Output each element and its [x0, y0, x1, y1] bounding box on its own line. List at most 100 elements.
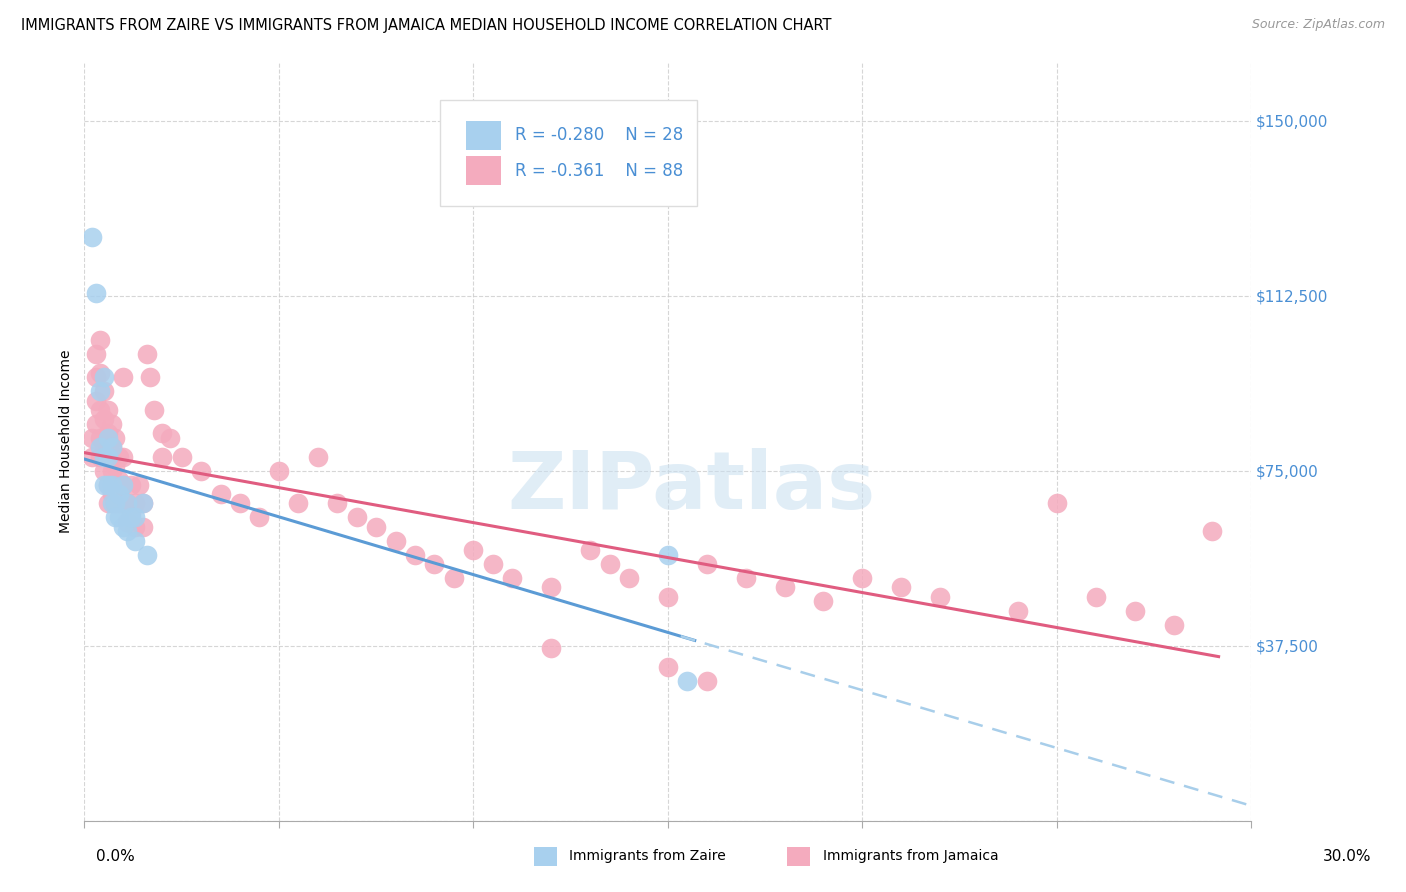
- Point: [89, 441, 111, 455]
- Point: [463, 543, 485, 558]
- Y-axis label: Median Household Income: Median Household Income: [59, 350, 73, 533]
- Point: [82, 431, 104, 445]
- Point: [100, 487, 122, 501]
- Text: 30.0%: 30.0%: [1323, 849, 1371, 863]
- Point: [734, 571, 756, 585]
- Point: [1084, 590, 1107, 604]
- Point: [89, 431, 111, 445]
- Point: [97, 477, 120, 491]
- Point: [128, 477, 150, 491]
- Point: [97, 450, 120, 464]
- Text: Immigrants from Jamaica: Immigrants from Jamaica: [823, 849, 998, 863]
- Point: [404, 548, 426, 562]
- Point: [773, 580, 796, 594]
- Point: [346, 510, 368, 524]
- Point: [657, 659, 679, 673]
- Point: [104, 477, 127, 491]
- Point: [97, 477, 120, 491]
- Point: [170, 450, 193, 464]
- Point: [104, 510, 127, 524]
- Point: [84, 347, 107, 361]
- Text: ZIPatlas: ZIPatlas: [508, 448, 876, 526]
- Point: [89, 333, 111, 347]
- Point: [97, 496, 120, 510]
- Point: [326, 496, 349, 510]
- Point: [676, 673, 699, 688]
- FancyBboxPatch shape: [465, 120, 501, 150]
- Point: [100, 417, 122, 431]
- Point: [287, 496, 309, 510]
- Point: [135, 347, 157, 361]
- Point: [93, 384, 115, 399]
- Point: [93, 477, 115, 491]
- Point: [851, 571, 873, 585]
- Point: [124, 510, 146, 524]
- Point: [93, 464, 115, 478]
- Point: [104, 458, 127, 473]
- Point: [93, 412, 115, 426]
- Point: [135, 548, 157, 562]
- Point: [97, 450, 120, 464]
- Point: [1046, 496, 1069, 510]
- Point: [443, 571, 465, 585]
- FancyBboxPatch shape: [465, 156, 501, 186]
- Point: [423, 557, 446, 571]
- Point: [104, 431, 127, 445]
- Point: [696, 557, 718, 571]
- Point: [97, 426, 120, 441]
- Point: [267, 464, 290, 478]
- Point: [108, 450, 131, 464]
- Point: [249, 510, 271, 524]
- Point: [97, 431, 120, 445]
- Text: Immigrants from Zaire: Immigrants from Zaire: [569, 849, 725, 863]
- Text: IMMIGRANTS FROM ZAIRE VS IMMIGRANTS FROM JAMAICA MEDIAN HOUSEHOLD INCOME CORRELA: IMMIGRANTS FROM ZAIRE VS IMMIGRANTS FROM…: [21, 18, 831, 33]
- Point: [1163, 617, 1185, 632]
- Text: R = -0.361    N = 88: R = -0.361 N = 88: [515, 161, 683, 180]
- Point: [82, 450, 104, 464]
- Point: [540, 580, 562, 594]
- Point: [97, 403, 120, 417]
- Point: [366, 519, 388, 533]
- Point: [696, 673, 718, 688]
- Point: [82, 230, 104, 244]
- Point: [115, 496, 138, 510]
- Point: [104, 496, 127, 510]
- Point: [307, 450, 329, 464]
- FancyBboxPatch shape: [440, 101, 697, 207]
- Point: [150, 450, 173, 464]
- Point: [115, 524, 138, 539]
- Point: [93, 370, 115, 384]
- Point: [143, 403, 166, 417]
- Point: [579, 543, 602, 558]
- Point: [657, 590, 679, 604]
- Point: [108, 496, 131, 510]
- Point: [104, 496, 127, 510]
- Point: [100, 477, 122, 491]
- Point: [929, 590, 952, 604]
- Point: [89, 450, 111, 464]
- Point: [115, 515, 138, 529]
- Point: [139, 370, 162, 384]
- Point: [1007, 604, 1029, 618]
- Point: [112, 450, 135, 464]
- Point: [112, 477, 135, 491]
- Point: [813, 594, 835, 608]
- Point: [112, 519, 135, 533]
- Point: [657, 548, 679, 562]
- Point: [132, 496, 155, 510]
- Point: [100, 464, 122, 478]
- Point: [190, 464, 212, 478]
- Point: [108, 487, 131, 501]
- Point: [501, 571, 523, 585]
- Point: [599, 557, 621, 571]
- Point: [540, 640, 562, 655]
- Point: [100, 441, 122, 455]
- Point: [84, 370, 107, 384]
- Point: [100, 441, 122, 455]
- Point: [108, 473, 131, 487]
- Point: [93, 450, 115, 464]
- Point: [120, 510, 142, 524]
- Point: [84, 286, 107, 301]
- Point: [108, 510, 131, 524]
- Text: R = -0.280    N = 28: R = -0.280 N = 28: [515, 127, 683, 145]
